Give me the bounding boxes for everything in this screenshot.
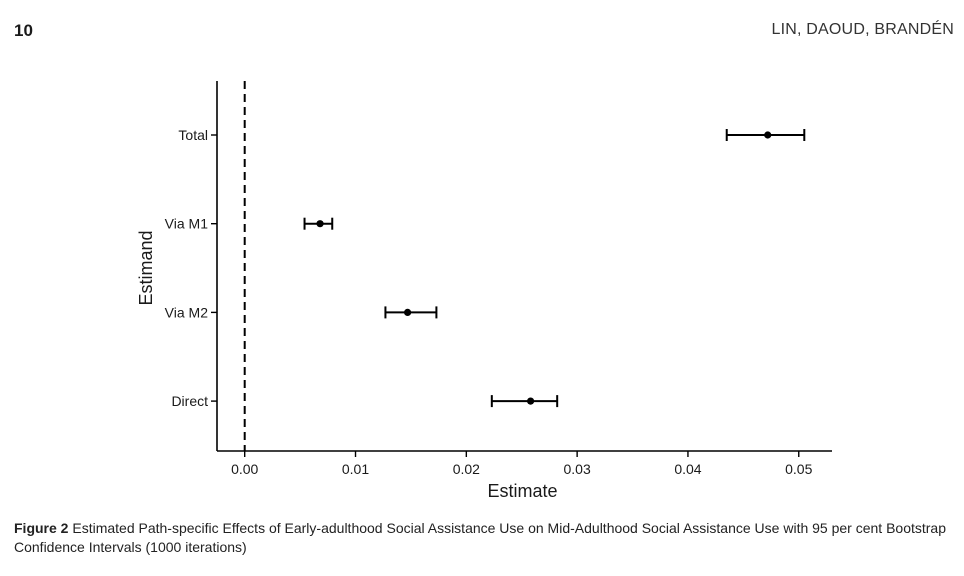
x-tick-label: 0.04 <box>674 461 701 477</box>
forest-plot: 0.00 0.01 0.02 0.03 0.04 0.05 Total Via M1 Via … <box>136 81 832 501</box>
estimate-point <box>764 131 772 139</box>
estimand-rows: Total Via M1 Via M2 Direct <box>165 127 217 409</box>
x-tick-label: 0.05 <box>785 461 812 477</box>
x-ticks: 0.00 0.01 0.02 0.03 0.04 0.05 <box>231 451 813 477</box>
figure-caption-text: Estimated Path-specific Effects of Early… <box>14 520 946 555</box>
x-tick-label: 0.01 <box>342 461 369 477</box>
estimate-point <box>403 308 412 316</box>
y-axis-title: Estimand <box>136 230 156 305</box>
estimate-point <box>526 397 535 405</box>
running-header-authors: LIN, DAOUD, BRANDÉN <box>771 21 954 38</box>
x-axis-title: Estimate <box>487 481 557 501</box>
figure-caption-label: Figure 2 <box>14 520 69 536</box>
estimate-marks <box>303 129 806 408</box>
y-tick-label: Direct <box>171 393 208 409</box>
y-tick-label: Via M1 <box>165 216 209 232</box>
figure-caption: Figure 2 Estimated Path-specific Effects… <box>14 519 954 557</box>
estimate-point <box>316 220 324 228</box>
y-tick-label: Total <box>178 127 208 143</box>
page-number: 10 <box>14 21 33 40</box>
x-tick-label: 0.02 <box>453 461 480 477</box>
x-tick-label: 0.00 <box>231 461 258 477</box>
x-tick-label: 0.03 <box>564 461 591 477</box>
y-tick-label: Via M2 <box>165 304 209 320</box>
